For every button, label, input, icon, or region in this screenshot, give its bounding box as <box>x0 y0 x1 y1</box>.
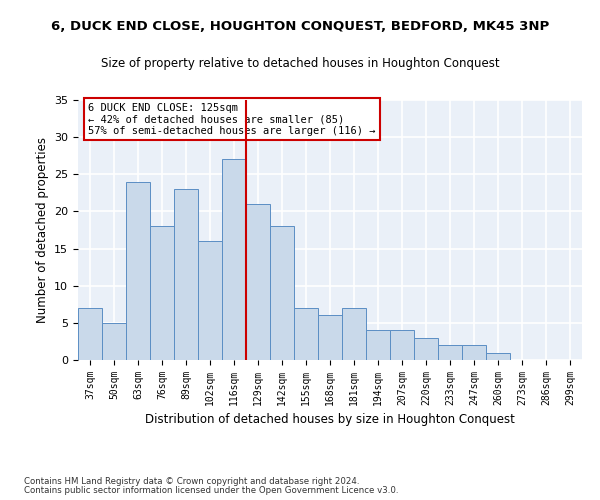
Bar <box>270 226 294 360</box>
Bar <box>342 308 366 360</box>
Bar <box>486 352 510 360</box>
Bar <box>222 160 246 360</box>
Bar <box>390 330 414 360</box>
Y-axis label: Number of detached properties: Number of detached properties <box>35 137 49 323</box>
Bar <box>174 189 198 360</box>
Bar <box>462 345 486 360</box>
Text: Contains public sector information licensed under the Open Government Licence v3: Contains public sector information licen… <box>24 486 398 495</box>
Bar <box>414 338 438 360</box>
Bar <box>366 330 390 360</box>
Text: Contains HM Land Registry data © Crown copyright and database right 2024.: Contains HM Land Registry data © Crown c… <box>24 477 359 486</box>
Bar <box>438 345 462 360</box>
Bar <box>294 308 318 360</box>
Bar <box>126 182 150 360</box>
Bar <box>318 316 342 360</box>
Bar <box>198 241 222 360</box>
Bar <box>150 226 174 360</box>
Text: 6 DUCK END CLOSE: 125sqm
← 42% of detached houses are smaller (85)
57% of semi-d: 6 DUCK END CLOSE: 125sqm ← 42% of detach… <box>88 102 376 136</box>
Bar <box>246 204 270 360</box>
Text: Size of property relative to detached houses in Houghton Conquest: Size of property relative to detached ho… <box>101 58 499 70</box>
X-axis label: Distribution of detached houses by size in Houghton Conquest: Distribution of detached houses by size … <box>145 414 515 426</box>
Text: 6, DUCK END CLOSE, HOUGHTON CONQUEST, BEDFORD, MK45 3NP: 6, DUCK END CLOSE, HOUGHTON CONQUEST, BE… <box>51 20 549 33</box>
Bar <box>78 308 102 360</box>
Bar <box>102 323 126 360</box>
